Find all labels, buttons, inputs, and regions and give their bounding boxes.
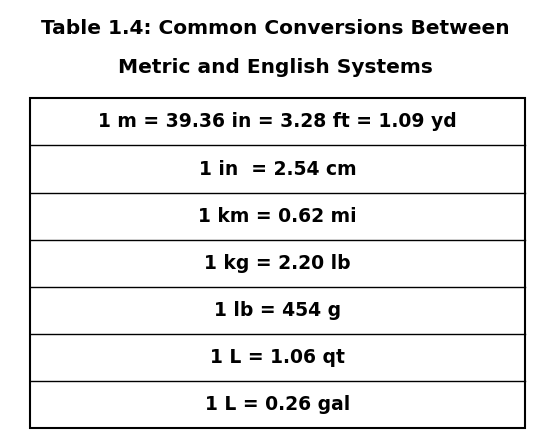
Text: Table 1.4: Common Conversions Between: Table 1.4: Common Conversions Between	[41, 19, 509, 38]
Text: 1 lb = 454 g: 1 lb = 454 g	[214, 301, 342, 320]
Bar	[30, 98, 525, 428]
Text: 1 km = 0.62 mi: 1 km = 0.62 mi	[199, 207, 357, 225]
Text: Metric and English Systems: Metric and English Systems	[118, 58, 432, 77]
Text: 1 m = 39.36 in = 3.28 ft = 1.09 yd: 1 m = 39.36 in = 3.28 ft = 1.09 yd	[98, 112, 457, 132]
Text: 1 in  = 2.54 cm: 1 in = 2.54 cm	[199, 160, 356, 179]
Text: 1 L = 1.06 qt: 1 L = 1.06 qt	[210, 348, 345, 367]
Text: 1 kg = 2.20 lb: 1 kg = 2.20 lb	[205, 254, 351, 273]
Text: 1 L = 0.26 gal: 1 L = 0.26 gal	[205, 395, 350, 414]
